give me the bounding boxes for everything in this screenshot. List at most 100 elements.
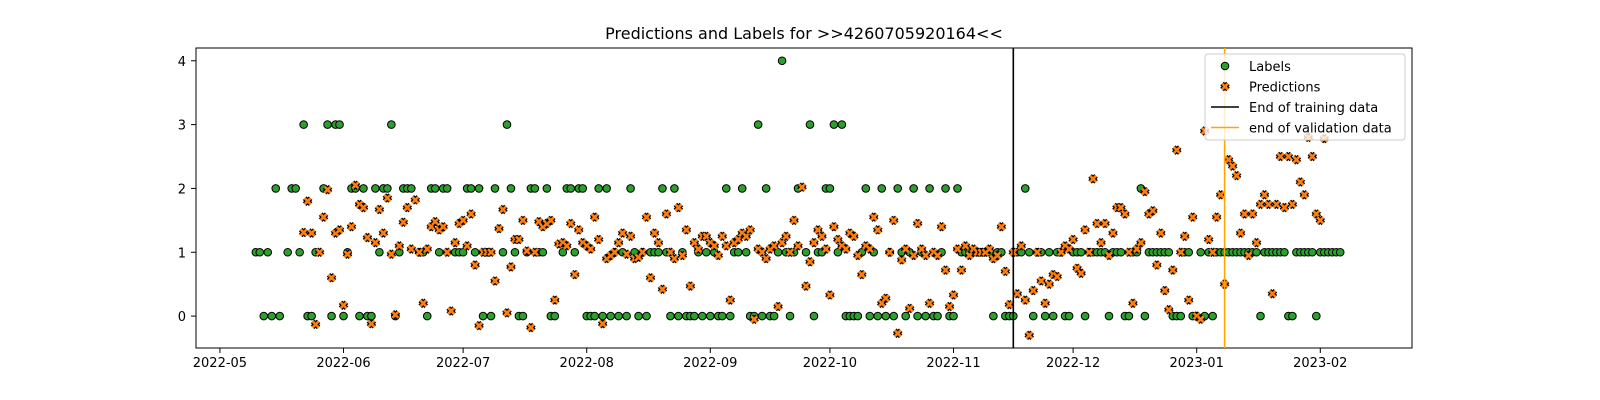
label-point bbox=[785, 311, 795, 321]
prediction-point bbox=[1013, 289, 1022, 298]
label-point bbox=[383, 184, 392, 193]
prediction-point bbox=[865, 245, 874, 253]
label-point bbox=[295, 247, 304, 257]
label-point bbox=[442, 184, 452, 193]
prediction-point bbox=[487, 248, 495, 257]
prediction-point bbox=[1089, 174, 1097, 183]
prediction-point bbox=[443, 248, 452, 257]
prediction-point bbox=[642, 213, 651, 222]
label-point bbox=[753, 120, 763, 129]
label-point bbox=[1044, 247, 1054, 257]
prediction-point bbox=[1272, 200, 1281, 209]
prediction-point bbox=[674, 203, 683, 212]
label-point bbox=[666, 311, 675, 321]
label-point bbox=[1280, 247, 1289, 257]
label-point bbox=[422, 311, 432, 321]
label-point bbox=[889, 311, 899, 321]
prediction-point bbox=[1085, 248, 1093, 257]
prediction-point bbox=[1025, 331, 1034, 340]
prediction-point bbox=[439, 222, 448, 231]
prediction-point bbox=[411, 195, 420, 204]
label-point bbox=[909, 184, 918, 193]
label-point bbox=[275, 311, 285, 321]
label-point bbox=[622, 311, 631, 321]
prediction-point bbox=[614, 238, 623, 247]
legend-label: Labels bbox=[1249, 60, 1291, 75]
prediction-point bbox=[1292, 155, 1301, 164]
prediction-point bbox=[530, 248, 539, 257]
prediction-point bbox=[327, 273, 336, 282]
y-tick-label: 0 bbox=[178, 310, 186, 325]
label-point bbox=[375, 247, 384, 257]
prediction-point bbox=[893, 329, 902, 338]
plot-frame bbox=[195, 47, 1413, 349]
label-point bbox=[949, 311, 958, 321]
prediction-point bbox=[658, 285, 667, 294]
label-point bbox=[1256, 311, 1265, 321]
label-point bbox=[1048, 311, 1058, 321]
prediction-point bbox=[1065, 245, 1074, 253]
prediction-point bbox=[499, 205, 507, 214]
label-point bbox=[1040, 311, 1050, 321]
prediction-point bbox=[1296, 178, 1305, 186]
prediction-point bbox=[1156, 229, 1165, 238]
prediction-point bbox=[566, 219, 575, 228]
label-point bbox=[833, 247, 843, 257]
prediction-point bbox=[367, 319, 376, 328]
label-point bbox=[769, 311, 779, 321]
legend-circle-marker bbox=[1220, 61, 1230, 71]
label-point bbox=[530, 184, 540, 193]
prediction-point bbox=[1300, 190, 1309, 199]
prediction-point bbox=[1077, 269, 1086, 278]
prediction-point bbox=[307, 229, 316, 238]
label-point bbox=[658, 184, 667, 193]
label-point bbox=[989, 311, 998, 321]
prediction-point bbox=[1121, 210, 1129, 218]
label-point bbox=[1116, 247, 1126, 257]
prediction-point bbox=[686, 282, 695, 291]
label-point bbox=[829, 120, 839, 129]
label-point bbox=[757, 311, 767, 321]
label-point bbox=[837, 120, 847, 129]
prediction-point bbox=[598, 319, 607, 328]
prediction-point bbox=[678, 251, 687, 260]
label-point bbox=[861, 184, 871, 193]
prediction-point bbox=[323, 185, 332, 194]
prediction-point bbox=[997, 222, 1006, 231]
prediction-point bbox=[299, 228, 308, 237]
label-point bbox=[853, 311, 863, 321]
label-point bbox=[307, 311, 316, 321]
prediction-point bbox=[714, 251, 723, 260]
prediction-point bbox=[1188, 213, 1197, 222]
prediction-point bbox=[1041, 299, 1050, 308]
prediction-point bbox=[869, 213, 878, 222]
label-point bbox=[698, 311, 707, 321]
prediction-point bbox=[1057, 248, 1066, 257]
prediction-point bbox=[1244, 251, 1253, 260]
prediction-point bbox=[463, 241, 472, 250]
label-point bbox=[921, 311, 930, 321]
label-point bbox=[801, 247, 811, 257]
prediction-point bbox=[814, 225, 822, 234]
prediction-point bbox=[1196, 315, 1205, 324]
prediction-point bbox=[363, 233, 372, 242]
prediction-point bbox=[957, 266, 966, 275]
label-point bbox=[626, 184, 635, 193]
prediction-point bbox=[467, 210, 476, 218]
prediction-point bbox=[937, 222, 946, 231]
prediction-point bbox=[794, 241, 802, 250]
prediction-point bbox=[383, 194, 392, 202]
prediction-point bbox=[901, 245, 910, 253]
y-tick-label: 3 bbox=[178, 119, 186, 134]
prediction-point bbox=[1033, 248, 1042, 257]
prediction-point bbox=[933, 251, 942, 260]
prediction-point bbox=[857, 270, 866, 279]
y-tick-label: 1 bbox=[178, 246, 186, 261]
label-point bbox=[674, 311, 683, 321]
y-tick-label: 4 bbox=[178, 55, 186, 70]
prediction-point bbox=[1280, 203, 1289, 212]
prediction-point bbox=[849, 232, 858, 241]
label-point bbox=[299, 120, 308, 129]
prediction-point bbox=[1148, 206, 1157, 215]
label-point bbox=[474, 184, 484, 193]
